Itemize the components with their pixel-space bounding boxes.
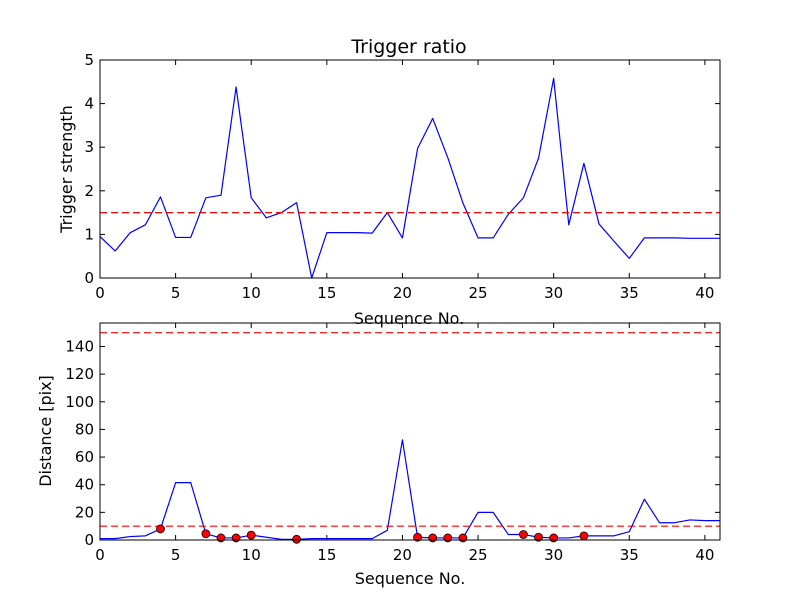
- y-tick-label: 60: [75, 448, 94, 466]
- data-point-marker: [519, 530, 528, 539]
- series-line: [100, 439, 720, 540]
- data-point-marker: [458, 533, 468, 543]
- y-tick-label: 4: [84, 95, 94, 113]
- x-axis-label: Sequence No.: [354, 309, 465, 328]
- x-tick-label: 5: [171, 284, 181, 302]
- data-point-marker: [201, 529, 211, 539]
- y-tick-label: 2: [84, 182, 94, 200]
- x-tick-label: 10: [242, 546, 261, 564]
- x-tick-label: 10: [242, 284, 261, 302]
- data-point-marker: [216, 533, 226, 543]
- x-tick-label: 40: [695, 546, 714, 564]
- y-tick-label: 20: [75, 503, 94, 521]
- y-tick-label: 120: [65, 365, 94, 383]
- data-point-marker: [428, 533, 438, 543]
- x-tick-label: 0: [95, 284, 105, 302]
- x-tick-label: 15: [317, 546, 336, 564]
- x-axis-label: Sequence No.: [355, 569, 466, 588]
- data-point-marker: [246, 530, 256, 540]
- series-line: [99, 77, 720, 279]
- x-tick-label: 25: [469, 284, 488, 302]
- tick-group: 0 5 10 15 20 25 30 35 40 0 1 2 3 4 5: [84, 51, 720, 302]
- x-tick-label: 0: [95, 546, 105, 564]
- trigger-ratio-panel: Trigger ratio Sequence No. Trigger stren…: [57, 36, 721, 328]
- data-point-marker: [443, 533, 453, 543]
- y-tick-label: 140: [65, 337, 94, 355]
- data-point-marker: [156, 524, 165, 534]
- x-tick-label: 25: [469, 546, 488, 564]
- plot-frame: [99, 322, 721, 541]
- tick-group: 0 5 10 15 20 25 30 35 40 0 20 40 60 80 100 120 140: [65, 323, 720, 564]
- y-tick-label: 40: [75, 476, 94, 494]
- x-tick-label: 15: [317, 284, 336, 302]
- chart-title: Trigger ratio: [350, 36, 466, 58]
- data-point-marker: [231, 533, 241, 543]
- plot-frame: [99, 59, 721, 279]
- y-tick-label: 0: [84, 531, 94, 549]
- data-point-marker: [534, 532, 543, 542]
- data-point-marker: [292, 534, 301, 544]
- data-point-marker: [549, 533, 559, 543]
- y-tick-label: 3: [84, 138, 94, 156]
- plot-area: [99, 77, 720, 279]
- y-axis-label: Distance [pix]: [36, 375, 55, 487]
- data-point-marker: [579, 531, 589, 541]
- y-tick-label: 80: [75, 420, 94, 438]
- y-tick-label: 5: [84, 51, 94, 69]
- data-point-marker: [413, 532, 422, 542]
- x-tick-label: 40: [695, 284, 714, 302]
- y-tick-label: 100: [65, 393, 94, 411]
- x-tick-label: 5: [171, 546, 181, 564]
- y-tick-label: 1: [84, 225, 94, 243]
- x-tick-label: 35: [620, 546, 639, 564]
- x-tick-label: 30: [544, 546, 563, 564]
- plot-area: [100, 332, 720, 544]
- x-tick-label: 20: [393, 284, 412, 302]
- x-tick-label: 30: [544, 284, 563, 302]
- y-axis-label: Trigger strength: [57, 105, 76, 234]
- x-tick-label: 20: [393, 546, 412, 564]
- y-tick-label: 0: [84, 269, 94, 287]
- x-tick-label: 35: [620, 284, 639, 302]
- distance-panel: Sequence No. Distance [pix] 0 5 10 15 20 25 30…: [36, 322, 721, 588]
